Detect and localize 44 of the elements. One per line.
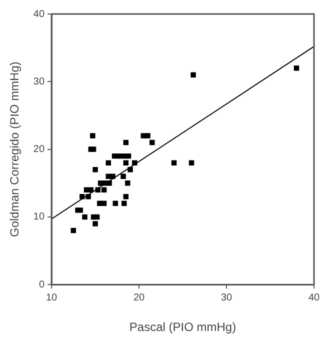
point [294, 66, 300, 71]
y-tick-label: 20 [33, 144, 45, 156]
point [90, 133, 96, 138]
point [171, 160, 177, 166]
point [125, 180, 130, 186]
x-tick-label: 30 [220, 292, 233, 304]
point [112, 200, 118, 206]
x-axis-title: Pascal (PIO mmHg) [129, 320, 236, 334]
point [106, 160, 112, 166]
point [86, 194, 91, 200]
point [92, 221, 98, 226]
y-tick-label: 40 [33, 8, 45, 20]
point [94, 214, 100, 220]
point [150, 140, 155, 146]
y-tick-label: 30 [33, 76, 45, 88]
point [106, 180, 112, 186]
point [145, 133, 150, 138]
point [188, 160, 194, 166]
point [90, 146, 96, 152]
point [82, 214, 88, 220]
x-tick-label: 20 [133, 292, 146, 304]
point [110, 174, 116, 179]
point [95, 187, 101, 193]
point [132, 160, 138, 166]
point [123, 160, 129, 166]
point [80, 194, 85, 200]
point [190, 72, 196, 78]
point [101, 200, 107, 206]
point [70, 228, 76, 234]
point [128, 166, 133, 172]
point [88, 187, 94, 193]
point [120, 174, 126, 179]
y-tick-label: 10 [33, 212, 45, 223]
point [123, 140, 129, 146]
point [78, 208, 84, 213]
y-axis-title: Goldman Corregido (PIO mmHg) [8, 62, 22, 237]
y-tick-label: 0 [38, 279, 45, 290]
point [126, 153, 132, 159]
x-tick-label: 10 [46, 292, 58, 304]
point [92, 166, 98, 172]
point [122, 200, 127, 206]
x-tick-label: 40 [308, 292, 320, 304]
point [123, 194, 129, 200]
point [101, 187, 107, 193]
